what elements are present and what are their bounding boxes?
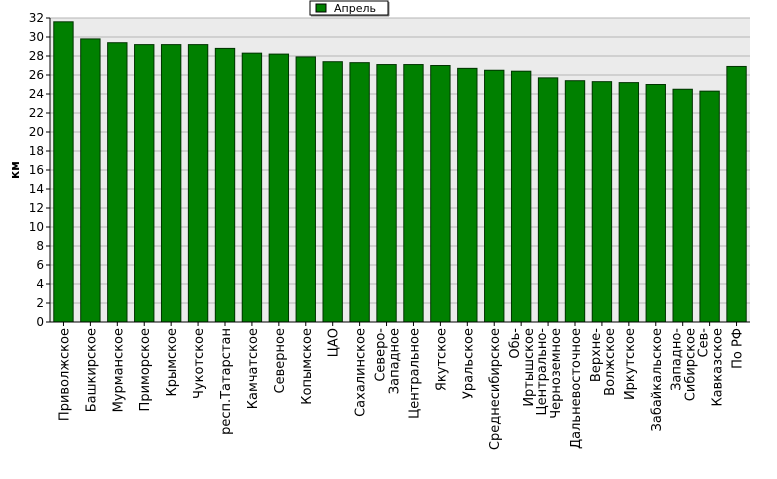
y-tick-label-7: 14: [29, 182, 44, 196]
x-tick-label-9: Копымское: [300, 328, 315, 405]
bar-14: [430, 65, 451, 323]
y-tick-label-2: 4: [36, 277, 44, 291]
x-tick-label-17-line-1: Иртышское: [522, 328, 537, 407]
y-tick-label-15: 30: [29, 30, 44, 44]
x-tick-label-14: Якутское: [434, 328, 449, 391]
x-tick-label-7: Камчатское: [246, 328, 261, 409]
x-tick-label-11: Сахалинское: [354, 328, 369, 417]
legend-swatch: [315, 3, 327, 13]
x-tick-label-17-line-0: Обь-: [508, 328, 523, 359]
bar-13: [403, 64, 424, 323]
bar-8: [268, 53, 290, 323]
y-tick-label-1: 2: [36, 296, 44, 310]
bar-22: [645, 84, 666, 323]
x-tick-label-21: Иркутское: [623, 328, 638, 400]
y-tick-label-4: 8: [36, 239, 44, 253]
x-tick-label-4: Крымское: [165, 328, 180, 397]
bar-10: [322, 61, 343, 323]
legend-box: [309, 0, 389, 16]
x-tick-label-18-line-0: Центрально-: [535, 328, 550, 416]
bar-25: [726, 65, 747, 323]
bar-21: [618, 82, 640, 323]
x-tick-label-19: Дальневосточное: [569, 328, 584, 449]
x-tick-label-12-line-1: Западное: [388, 328, 403, 394]
x-tick-label-10: ЦАО: [327, 328, 342, 357]
bar-18: [537, 77, 559, 323]
bar-16: [484, 69, 505, 323]
x-tick-label-12-line-0: Северо-: [374, 328, 389, 382]
bar-11: [349, 62, 370, 323]
y-tick-label-5: 10: [29, 220, 44, 234]
y-tick-label-9: 18: [29, 144, 44, 158]
bar-12: [376, 64, 397, 323]
bar-15: [457, 67, 478, 323]
x-tick-label-0: Приволжское: [57, 328, 72, 421]
bar-1: [80, 38, 101, 323]
bar-24: [699, 90, 720, 323]
bar-9: [295, 56, 316, 323]
y-tick-label-0: 0: [36, 315, 44, 329]
x-tick-label-1: Башкирское: [84, 328, 99, 412]
x-tick-label-24-line-1: Кавказское: [711, 328, 726, 407]
y-tick-label-11: 22: [29, 106, 44, 120]
x-tick-label-3: Приморское: [138, 328, 153, 411]
x-tick-label-23-line-1: Сибирское: [684, 328, 699, 401]
y-tick-label-14: 28: [29, 49, 44, 63]
x-tick-label-2: Мурманское: [111, 328, 126, 412]
x-tick-label-20-line-1: Волжское: [603, 328, 618, 396]
x-tick-label-18-line-1: Черноземное: [549, 328, 564, 419]
bar-23: [672, 88, 693, 323]
y-tick-label-12: 24: [29, 87, 44, 101]
x-tick-label-16: Среднесибирское: [488, 328, 503, 450]
bar-6: [214, 47, 236, 323]
y-axis-title: км: [8, 161, 22, 179]
y-tick-label-3: 6: [36, 258, 44, 272]
y-tick-label-6: 12: [29, 201, 44, 215]
x-axis-labels: Приволжское Башкирское Мурманское Приморско…: [57, 322, 746, 450]
y-tick-label-16: 32: [29, 11, 44, 25]
x-tick-label-15: Уральское: [461, 328, 476, 399]
bar-4: [160, 44, 182, 323]
x-tick-label-13: Центральное: [407, 328, 422, 419]
bar-7: [241, 52, 263, 323]
x-tick-label-24-line-0: Сев-: [697, 328, 712, 358]
y-tick-label-8: 16: [29, 163, 44, 177]
bar-5: [187, 44, 209, 323]
x-tick-label-23-line-0: Западно-: [670, 328, 685, 391]
bar-17: [510, 70, 532, 323]
bars: [53, 21, 747, 323]
bar-20: [591, 81, 613, 323]
y-tick-label-13: 26: [29, 68, 44, 82]
x-tick-label-20-line-0: Верхне-: [589, 328, 604, 382]
x-tick-label-6: респ.Татарстан: [219, 328, 234, 435]
bar-19: [564, 80, 586, 323]
legend-label: Апрель: [334, 2, 376, 15]
x-tick-label-22: Забайкальское: [650, 328, 665, 431]
bar-3: [134, 44, 155, 323]
bar-0: [53, 21, 74, 323]
x-tick-label-5: Чукотское: [192, 328, 207, 399]
x-tick-label-8: Северное: [273, 328, 288, 393]
y-tick-label-10: 20: [29, 125, 44, 139]
bar-2: [107, 42, 128, 323]
x-tick-label-25: По РФ: [731, 328, 746, 369]
legend: Апрель: [309, 0, 390, 17]
